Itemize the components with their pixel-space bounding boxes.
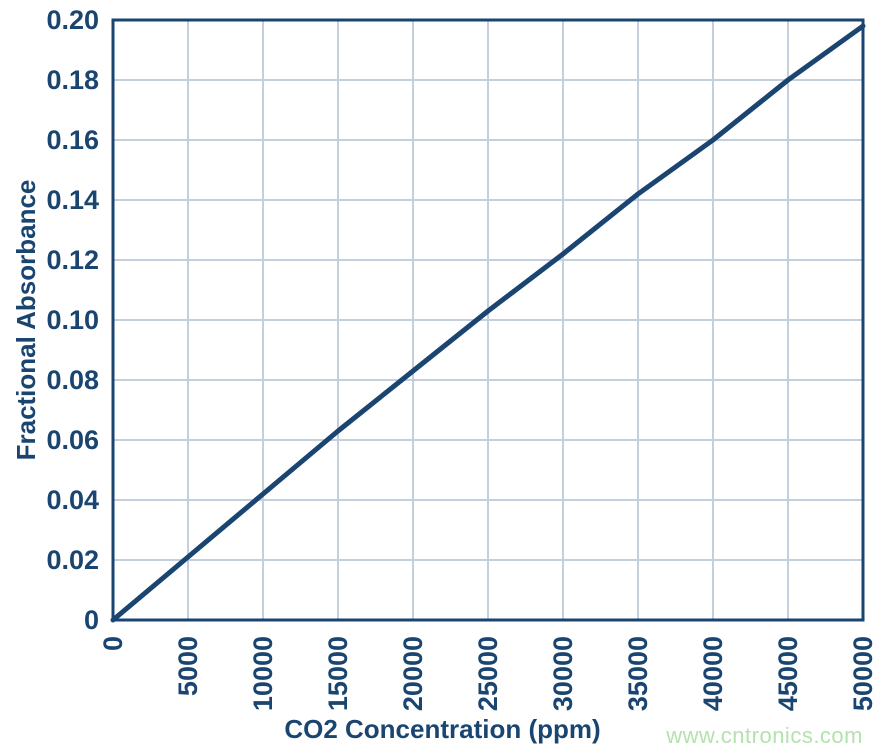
y-tick-label: 0.16 [46, 125, 99, 155]
y-tick-label: 0.20 [46, 5, 99, 35]
y-tick-label: 0.12 [46, 245, 99, 275]
x-axis-title: CO2 Concentration (ppm) [284, 714, 601, 744]
y-tick-label: 0.18 [46, 65, 99, 95]
x-tick-label: 15000 [323, 636, 353, 712]
data-line [110, 23, 866, 623]
y-tick-label: 0.04 [46, 485, 99, 515]
x-tick-label: 30000 [548, 636, 578, 712]
x-tick-label: 20000 [398, 636, 428, 712]
x-tick-label: 10000 [248, 636, 278, 712]
x-tick-label: 45000 [773, 636, 803, 712]
x-tick-label: 25000 [473, 636, 503, 712]
y-tick-label: 0.08 [46, 365, 99, 395]
x-tick-label: 40000 [698, 636, 728, 712]
y-tick-label: 0.02 [46, 545, 99, 575]
y-tick-label: 0.06 [46, 425, 99, 455]
x-tick-label: 50000 [848, 636, 878, 712]
y-tick-label: 0 [83, 605, 99, 635]
y-tick-label: 0.14 [46, 185, 99, 215]
plot-border [111, 18, 865, 622]
y-tick-label: 0.10 [46, 305, 99, 335]
x-tick-label: 35000 [623, 636, 653, 712]
watermark-text: www.cntronics.com [666, 723, 863, 748]
x-tick-label: 0 [98, 636, 128, 652]
y-axis-title: Fractional Absorbance [11, 179, 41, 461]
x-tick-label: 5000 [173, 636, 203, 697]
